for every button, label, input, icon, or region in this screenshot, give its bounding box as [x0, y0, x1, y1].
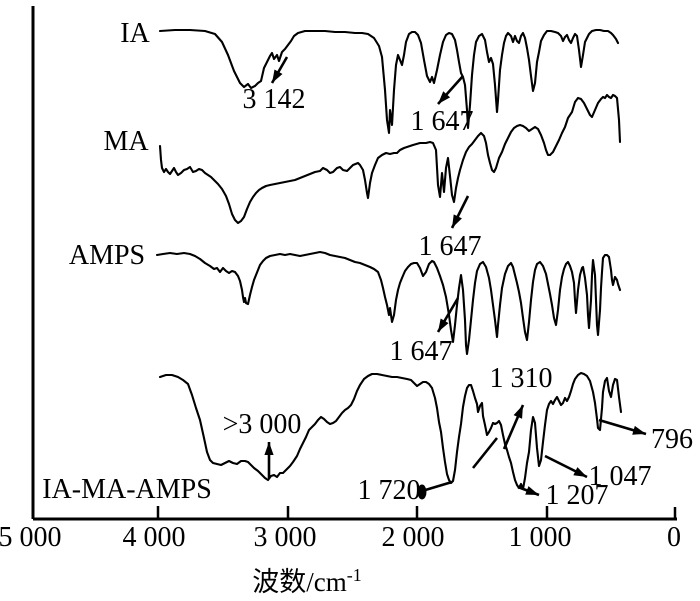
annotation-1047-label: 1 047 — [589, 461, 652, 492]
annotation-3142-label: 3 142 — [243, 84, 306, 115]
annotation-1647-arrowhead — [438, 91, 451, 104]
annotation-1310-arrowhead — [513, 405, 523, 419]
annotation-3142-arrowhead — [272, 69, 283, 83]
annotation-1647-label: 1 647 — [390, 336, 453, 367]
x-tick-label: 1 000 — [509, 522, 572, 553]
annotation-1647-arrowhead — [438, 318, 449, 332]
annotation-1310-label: 1 310 — [490, 363, 553, 394]
annotation-1720-dot — [417, 484, 427, 500]
annotation-1647-label: 1 647 — [419, 231, 482, 262]
annotation-1720-label: 1 720 — [358, 475, 421, 506]
annotation-796-arrowhead — [632, 425, 646, 435]
annotation-1647-arrowhead — [452, 214, 462, 228]
series-label-ia: IA — [120, 18, 150, 49]
annotation-1207-arrowhead — [525, 486, 539, 495]
annotation-1310-leader — [471, 437, 499, 469]
x-tick-label: 0 — [667, 522, 681, 553]
annotation-796-label: 796 — [651, 424, 693, 455]
x-axis-title: 波数/cm-1 — [252, 565, 362, 597]
series-label-ma: MA — [103, 126, 149, 157]
annotation-3000-arrowhead — [264, 442, 274, 455]
spectrum-curve-amps — [155, 250, 622, 356]
series-label-ia-ma-amps: IA-MA-AMPS — [42, 474, 212, 505]
annotation-3000-label: >3 000 — [223, 409, 302, 440]
x-tick-label: 3 000 — [254, 522, 317, 553]
x-tick-label: 5 000 — [0, 522, 62, 553]
annotation-1047-arrowhead — [573, 467, 587, 477]
annotation-1207-label: 1 207 — [546, 480, 609, 511]
x-tick-label: 2 000 — [382, 522, 445, 553]
series-label-amps: AMPS — [69, 240, 145, 271]
annotation-1647-label: 1 647 — [411, 106, 474, 137]
spectrum-curve-ia — [158, 28, 620, 135]
annotation-1720-leader — [421, 480, 453, 493]
x-tick-label: 4 000 — [123, 522, 186, 553]
spectrum-curve-ma — [158, 93, 622, 225]
